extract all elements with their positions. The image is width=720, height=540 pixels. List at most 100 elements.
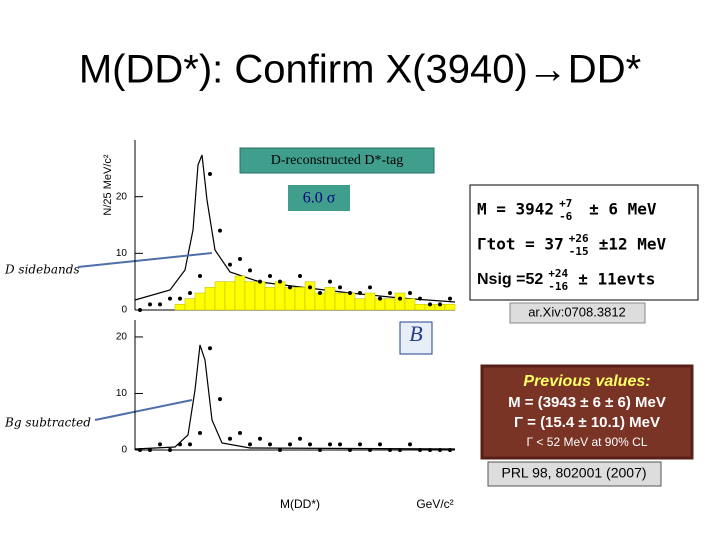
bar [294, 287, 306, 311]
data-point [268, 442, 272, 447]
bar [264, 287, 276, 311]
data-point [428, 302, 432, 307]
data-point [298, 274, 302, 278]
data-point [198, 431, 202, 436]
data-point [218, 228, 222, 233]
data-point [378, 442, 382, 447]
tag-box [239, 147, 435, 174]
arrow [94, 399, 193, 421]
result-text: M = 3942 [477, 200, 554, 219]
sig-box [288, 185, 350, 211]
bar [254, 281, 266, 311]
bar [234, 275, 246, 311]
x-axis-unit: GeV/c² [416, 497, 453, 511]
bar [184, 298, 196, 311]
reference: ar.Xiv:0708.3812 [528, 304, 626, 319]
bar [214, 281, 226, 311]
data-point [248, 442, 252, 447]
tag: D-reconstructed D*-tag [271, 153, 404, 168]
results-box [469, 184, 699, 301]
data-point [238, 257, 242, 261]
bar [444, 304, 456, 311]
sidebands-label: D sidebands [4, 263, 80, 277]
data-point [378, 296, 382, 301]
fit-curve [134, 154, 456, 303]
title: M(DD*): Confirm X(3940)→DD* [79, 48, 641, 92]
bar [354, 298, 366, 311]
data-point [308, 442, 312, 447]
previous-box [480, 364, 694, 460]
data-point [208, 172, 212, 176]
data-point [448, 448, 452, 452]
data-point [358, 442, 362, 447]
data-point [318, 291, 322, 295]
result-text: Γtot = 37 [477, 235, 564, 254]
data-point [388, 291, 392, 295]
y-tick-label: 10 [116, 248, 128, 259]
result-plus: +26 [569, 232, 589, 245]
fit-curve [134, 344, 456, 450]
bar [284, 287, 296, 311]
data-point [408, 291, 412, 295]
result-syst: ± 6 MeV [589, 200, 657, 219]
data-point [398, 448, 402, 452]
data-point [288, 442, 292, 447]
data-point [408, 442, 412, 447]
data-point [438, 302, 442, 307]
prl: PRL 98, 802001 (2007) [501, 465, 646, 481]
result-minus: -15 [569, 245, 589, 258]
data-point [258, 436, 262, 441]
data-point [248, 268, 252, 273]
result-plus: +7 [559, 197, 572, 210]
bar [394, 292, 406, 311]
result-plus: +24 [548, 267, 568, 280]
logo-mark: B [409, 321, 422, 346]
reference-box [509, 302, 646, 324]
data-point [358, 291, 362, 295]
logo [399, 321, 433, 355]
y-tick-label: 10 [116, 388, 128, 399]
data-point [168, 296, 172, 301]
data-point [138, 308, 142, 312]
data-point [148, 302, 152, 307]
data-point [138, 448, 142, 452]
data-point [258, 279, 262, 284]
bar [174, 304, 186, 311]
prl-box [487, 461, 662, 487]
data-point [228, 436, 232, 441]
data-point [298, 436, 302, 441]
x-axis-label: M(DD*) [280, 497, 320, 511]
y-axis-label: N/25 MeV/c² [102, 154, 114, 215]
data-point [198, 274, 202, 278]
data-point [318, 448, 322, 452]
bar [314, 292, 326, 311]
bar [344, 292, 356, 311]
data-point [418, 296, 422, 301]
previous-heading: Previous values: [523, 373, 650, 390]
data-point [188, 291, 192, 295]
data-point [178, 296, 182, 301]
arrow [77, 252, 213, 268]
result-text: Nsig =52 [477, 271, 543, 288]
bar [194, 292, 206, 311]
y-tick-label: 0 [121, 445, 127, 456]
data-point [338, 442, 342, 447]
data-point [158, 302, 162, 307]
data-point [418, 448, 422, 452]
data-point [158, 442, 162, 447]
subtracted-label: Bg subtracted [4, 416, 91, 430]
data-point [448, 296, 452, 301]
data-point [338, 285, 342, 290]
result-minus: -16 [548, 280, 568, 293]
data-point [388, 448, 392, 452]
bar [204, 287, 216, 311]
data-point [238, 431, 242, 436]
data-point [228, 262, 232, 267]
data-point [368, 285, 372, 290]
data-point [188, 442, 192, 447]
data-point [268, 274, 272, 278]
data-point [328, 442, 332, 447]
data-point [348, 448, 352, 452]
bar [364, 292, 376, 311]
